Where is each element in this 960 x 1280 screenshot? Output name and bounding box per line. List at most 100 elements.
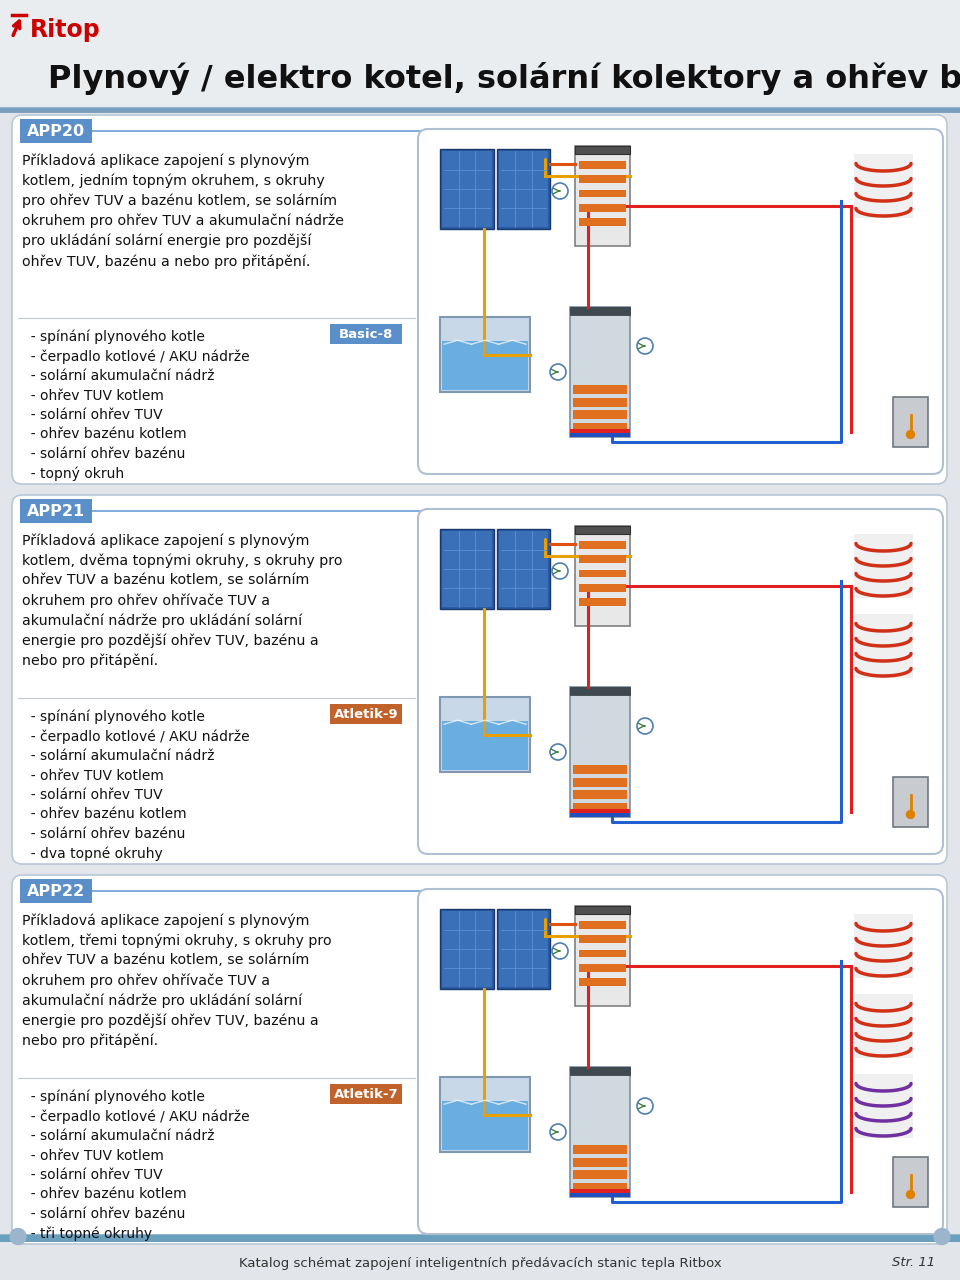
Bar (330, 704, 402, 724)
Bar (442, 721, 528, 771)
Bar (570, 1189, 630, 1193)
Circle shape (906, 810, 915, 818)
Text: Katalog schémat zapojení inteligentních předávacích stanic tepla Ritbox: Katalog schémat zapojení inteligentních … (239, 1257, 721, 1270)
Text: - solární ohřev bazénu: - solární ohřev bazénu (22, 1207, 185, 1221)
FancyBboxPatch shape (418, 129, 943, 474)
Text: - ohřev TUV kotlem: - ohřev TUV kotlem (22, 768, 164, 782)
Bar (573, 765, 627, 774)
Circle shape (906, 1190, 915, 1198)
Bar (573, 410, 627, 419)
FancyBboxPatch shape (418, 890, 943, 1234)
Bar (442, 342, 528, 390)
Bar (573, 1146, 627, 1155)
Bar (854, 614, 913, 678)
Circle shape (906, 430, 915, 439)
Bar (20, 119, 92, 143)
Bar (575, 526, 630, 626)
Text: - solární ohřev TUV: - solární ohřev TUV (22, 1167, 162, 1181)
Bar (854, 914, 913, 978)
Bar (579, 950, 626, 957)
Bar (854, 995, 913, 1059)
Bar (573, 422, 627, 431)
Bar (0, 0, 960, 108)
Text: - solární ohřev bazénu: - solární ohřev bazénu (22, 447, 185, 461)
Bar (575, 526, 630, 534)
Circle shape (637, 718, 653, 733)
Circle shape (552, 943, 568, 959)
Bar (854, 1074, 913, 1138)
Bar (570, 687, 630, 817)
Bar (854, 534, 913, 598)
Bar (893, 1157, 928, 1207)
Bar (579, 598, 626, 605)
Text: Příkladová aplikace zapojení s plynovým
kotlem, jedním topným okruhem, s okruhy
: Příkladová aplikace zapojení s plynovým … (22, 154, 344, 269)
Bar (496, 529, 550, 609)
FancyBboxPatch shape (12, 115, 947, 484)
Bar (893, 777, 928, 827)
Bar (573, 398, 627, 407)
Bar (575, 906, 630, 1006)
Bar (330, 324, 402, 344)
Text: - dva topné okruhy: - dva topné okruhy (22, 846, 163, 861)
Bar (570, 307, 630, 315)
Bar (579, 189, 626, 197)
Circle shape (550, 364, 566, 380)
Bar (498, 911, 548, 987)
Bar (570, 1068, 630, 1197)
Bar (573, 1183, 627, 1192)
Text: - solární akumulační nádrž: - solární akumulační nádrž (22, 369, 214, 383)
Text: - čerpadlo kotlové / AKU nádrže: - čerpadlo kotlové / AKU nádrže (22, 349, 250, 364)
Circle shape (550, 1124, 566, 1140)
Bar (496, 909, 550, 989)
Bar (579, 175, 626, 183)
Bar (579, 204, 626, 211)
Text: - ohřev bazénu kotlem: - ohřev bazénu kotlem (22, 1188, 186, 1202)
Text: APP21: APP21 (27, 503, 85, 518)
Bar (579, 964, 626, 972)
Bar (440, 529, 493, 609)
Text: - spínání plynového kotle: - spínání plynového kotle (22, 330, 204, 344)
Text: Příkladová aplikace zapojení s plynovým
kotlem, třemi topnými okruhy, s okruhy p: Příkladová aplikace zapojení s plynovým … (22, 913, 331, 1048)
Text: - spínání plynového kotle: - spínání plynového kotle (22, 1091, 204, 1105)
Circle shape (637, 338, 653, 355)
Bar (440, 148, 493, 229)
Text: - ohřev TUV kotlem: - ohřev TUV kotlem (22, 389, 164, 402)
Bar (573, 385, 627, 394)
Text: Ritop: Ritop (30, 18, 101, 42)
Text: - čerpadlo kotlové / AKU nádrže: - čerpadlo kotlové / AKU nádrže (22, 730, 250, 744)
Text: - spínání plynového kotle: - spínání plynového kotle (22, 710, 204, 724)
Circle shape (552, 183, 568, 198)
Bar (579, 584, 626, 591)
Bar (570, 1068, 630, 1075)
Bar (579, 541, 626, 549)
Bar (570, 809, 630, 813)
Bar (570, 1193, 630, 1197)
Circle shape (550, 744, 566, 760)
Bar (570, 813, 630, 817)
FancyBboxPatch shape (12, 495, 947, 864)
Text: - solární ohřev TUV: - solární ohřev TUV (22, 408, 162, 422)
Bar (442, 1101, 528, 1149)
Text: Str. 11: Str. 11 (892, 1257, 935, 1270)
Circle shape (552, 563, 568, 579)
Text: APP22: APP22 (27, 883, 85, 899)
Bar (570, 433, 630, 436)
Bar (498, 531, 548, 607)
Bar (442, 911, 492, 987)
Text: APP20: APP20 (27, 123, 85, 138)
Bar (570, 429, 630, 433)
Bar (573, 803, 627, 812)
Bar (579, 978, 626, 986)
Bar (573, 1170, 627, 1179)
Text: - solární akumulační nádrž: - solární akumulační nádrž (22, 749, 214, 763)
Bar (440, 1076, 530, 1152)
Text: - solární ohřev TUV: - solární ohřev TUV (22, 788, 162, 803)
Bar (573, 1157, 627, 1166)
Bar (579, 218, 626, 225)
Bar (579, 922, 626, 929)
Bar (330, 1084, 402, 1103)
Bar (20, 499, 92, 524)
Bar (893, 397, 928, 447)
Bar (575, 146, 630, 154)
Bar (579, 161, 626, 169)
